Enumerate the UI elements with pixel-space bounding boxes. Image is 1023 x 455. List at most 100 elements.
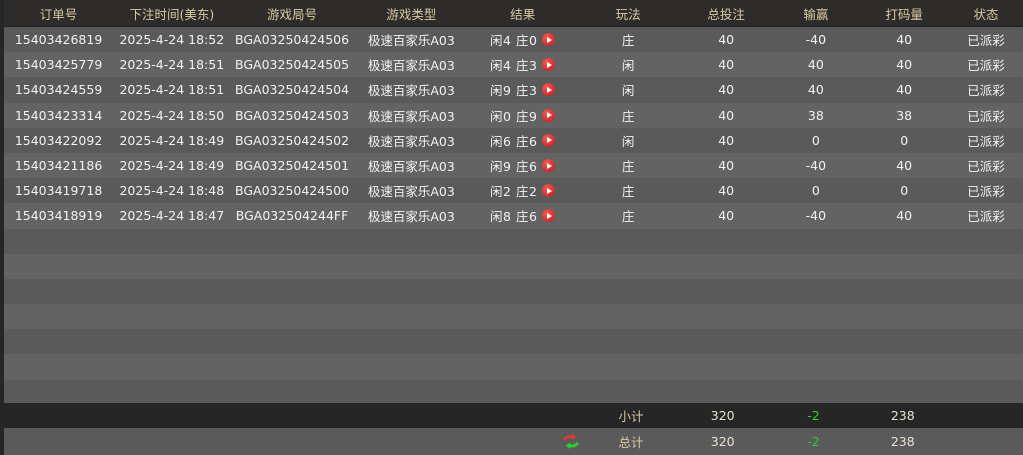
cell-status: 已派彩 [967,83,1005,99]
play-icon[interactable] [542,209,556,223]
grand-total-label: 总计 [618,435,644,450]
table-row[interactable]: 15403422092 2025-4-24 18:49 BGA03250424502… [4,127,1023,153]
play-icon[interactable] [542,33,556,47]
cell-total-bet: 40 [718,107,735,123]
cell-bet-time: 2025-4-24 18:48 [119,183,225,199]
cell-bet-time: 2025-4-24 18:50 [119,107,225,123]
table-row[interactable]: 15403419718 2025-4-24 18:48 BGA03250424500… [4,178,1023,204]
exchange-icon-svg [562,433,579,449]
cell-result: 闲4 庄3 [469,55,576,74]
result-inner: 闲4 庄0 [490,30,556,49]
cell-play-type: 庄 [621,108,635,124]
table-row[interactable]: 15403423314 2025-4-24 18:50 BGA03250424503… [4,102,1023,128]
cell-win-loss: 40 [807,57,824,73]
subtotal-win-loss: -2 [807,408,820,423]
cell-bet-time: 2025-4-24 18:49 [119,158,225,174]
cell-round-id: BGA03250424506 [235,32,350,48]
subtotal-label: 小计 [618,409,644,424]
cell-status: 已派彩 [967,159,1005,175]
cell-bet-time: 2025-4-24 18:47 [119,208,225,224]
cell-game-type: 极速百家乐A03 [367,133,455,149]
subtotal-turnover: 238 [890,408,915,423]
cell-game-type: 极速百家乐A03 [367,108,455,124]
exchange-icon[interactable] [560,433,582,450]
cell-play-type: 闲 [621,58,635,74]
result-text: 闲0 庄9 [490,108,538,124]
play-icon[interactable] [542,108,556,122]
cell-bet-time: 2025-4-24 18:51 [119,82,225,98]
table-row-empty [4,304,1023,330]
cell-turnover: 0 [900,132,909,148]
column-header-result[interactable]: 结果 [510,7,536,22]
cell-result: 闲9 庄3 [469,80,576,99]
subtotal-total-bet: 320 [710,408,735,423]
play-triangle-icon [547,212,553,219]
column-header-order[interactable]: 订单号 [39,7,78,22]
result-inner: 闲4 庄3 [490,55,556,74]
cell-order: 15403421186 [14,158,103,174]
play-triangle-icon [547,61,553,68]
column-header-total-bet[interactable]: 总投注 [707,7,745,22]
cell-game-type: 极速百家乐A03 [367,209,455,225]
play-icon[interactable] [542,58,556,72]
column-header-status[interactable]: 状态 [973,7,999,22]
cell-game-type: 极速百家乐A03 [367,58,455,74]
column-header-round[interactable]: 游戏局号 [267,7,318,22]
table-row[interactable]: 15403421186 2025-4-24 18:49 BGA03250424501… [4,152,1023,179]
play-icon[interactable] [542,133,556,147]
play-icon[interactable] [542,159,556,173]
cell-total-bet: 40 [718,57,735,73]
table-row[interactable]: 15403418919 2025-4-24 18:47 BGA032504244FF… [4,203,1023,229]
cell-play-type: 闲 [621,83,635,99]
table-row[interactable]: 15403424559 2025-4-24 18:51 BGA03250424504… [4,77,1023,103]
cell-turnover: 40 [896,32,913,48]
cell-play-type: 庄 [621,33,635,49]
column-header-game-type[interactable]: 游戏类型 [386,7,437,22]
play-icon[interactable] [542,184,556,198]
cell-status: 已派彩 [967,58,1005,74]
cell-total-bet: 40 [718,82,735,98]
grand-total-win-loss: -2 [807,434,820,449]
cell-status: 已派彩 [967,184,1005,200]
cell-result: 闲2 庄2 [469,181,576,200]
cell-play-type: 庄 [621,184,635,200]
subtotal-row: 小计 320 -2 238 [4,403,1023,428]
cell-game-type: 极速百家乐A03 [367,83,455,99]
table-row-empty [4,329,1023,355]
column-header-play-type[interactable]: 玩法 [615,7,641,22]
cell-win-loss: 0 [811,183,820,199]
cell-turnover: 0 [900,183,909,199]
cell-turnover: 38 [896,107,913,123]
play-triangle-icon [547,36,553,43]
grand-total-row: 总计 320 -2 238 [4,428,1023,455]
summary-section: 小计 320 -2 238 总计 320 -2 238 [4,403,1023,455]
cell-win-loss: 0 [811,132,820,148]
cell-total-bet: 40 [718,208,735,224]
table-row-empty [4,278,1023,305]
cell-bet-time: 2025-4-24 18:49 [119,132,225,148]
cell-play-type: 闲 [621,133,635,149]
cell-result: 闲8 庄6 [469,206,576,225]
play-triangle-icon [547,187,553,194]
table-row-empty [4,228,1023,254]
result-inner: 闲9 庄3 [490,80,556,99]
table-row[interactable]: 15403426819 2025-4-24 18:52 BGA03250424506… [4,27,1023,53]
result-inner: 闲0 庄9 [490,106,556,125]
table-row-empty [4,253,1023,279]
cell-status: 已派彩 [967,209,1005,225]
column-header-turnover[interactable]: 打码量 [885,7,923,22]
play-icon[interactable] [542,83,556,97]
cell-order: 15403423314 [14,107,103,123]
cell-total-bet: 40 [718,183,735,199]
result-text: 闲9 庄6 [490,159,538,175]
cell-win-loss: 40 [807,82,824,98]
column-header-time[interactable]: 下注时间(美东) [129,7,215,22]
result-text: 闲2 庄2 [490,184,538,200]
column-header-win-loss[interactable]: 输赢 [803,7,829,22]
table-row[interactable]: 15403425779 2025-4-24 18:51 BGA03250424505… [4,52,1023,78]
table-body[interactable]: 15403426819 2025-4-24 18:52 BGA03250424506… [4,27,1023,403]
cell-turnover: 40 [896,208,913,224]
table-row-empty [4,379,1023,403]
cell-status: 已派彩 [967,133,1005,149]
